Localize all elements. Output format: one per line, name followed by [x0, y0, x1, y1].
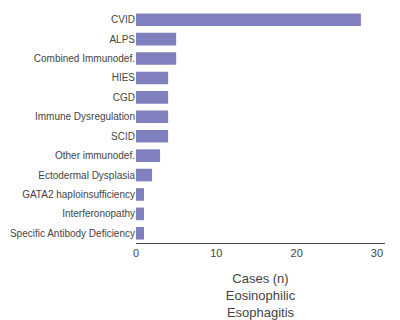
svg-text:20: 20 — [291, 247, 303, 259]
svg-text:ALPS: ALPS — [109, 34, 135, 45]
svg-text:Interferonopathy: Interferonopathy — [62, 208, 135, 219]
svg-text:Ectodermal Dysplasia: Ectodermal Dysplasia — [38, 170, 135, 181]
svg-text:Cases (n)EosinophilicEsophagit: Cases (n)EosinophilicEsophagitis — [226, 271, 296, 320]
svg-text:SCID: SCID — [111, 131, 135, 142]
svg-text:Specific Antibody Deficiency: Specific Antibody Deficiency — [10, 228, 135, 239]
svg-text:30: 30 — [371, 247, 383, 259]
svg-text:CVID: CVID — [111, 14, 135, 25]
svg-text:Combined Immunodef.: Combined Immunodef. — [34, 53, 135, 64]
svg-text:CGD: CGD — [113, 92, 135, 103]
svg-text:0: 0 — [133, 247, 139, 259]
svg-text:GATA2 haploinsufficiency: GATA2 haploinsufficiency — [22, 189, 135, 200]
svg-text:Other immunodef.: Other immunodef. — [55, 150, 135, 161]
svg-text:10: 10 — [210, 247, 222, 259]
svg-text:HIES: HIES — [112, 72, 136, 83]
svg-text:Immune Dysregulation: Immune Dysregulation — [35, 111, 135, 122]
